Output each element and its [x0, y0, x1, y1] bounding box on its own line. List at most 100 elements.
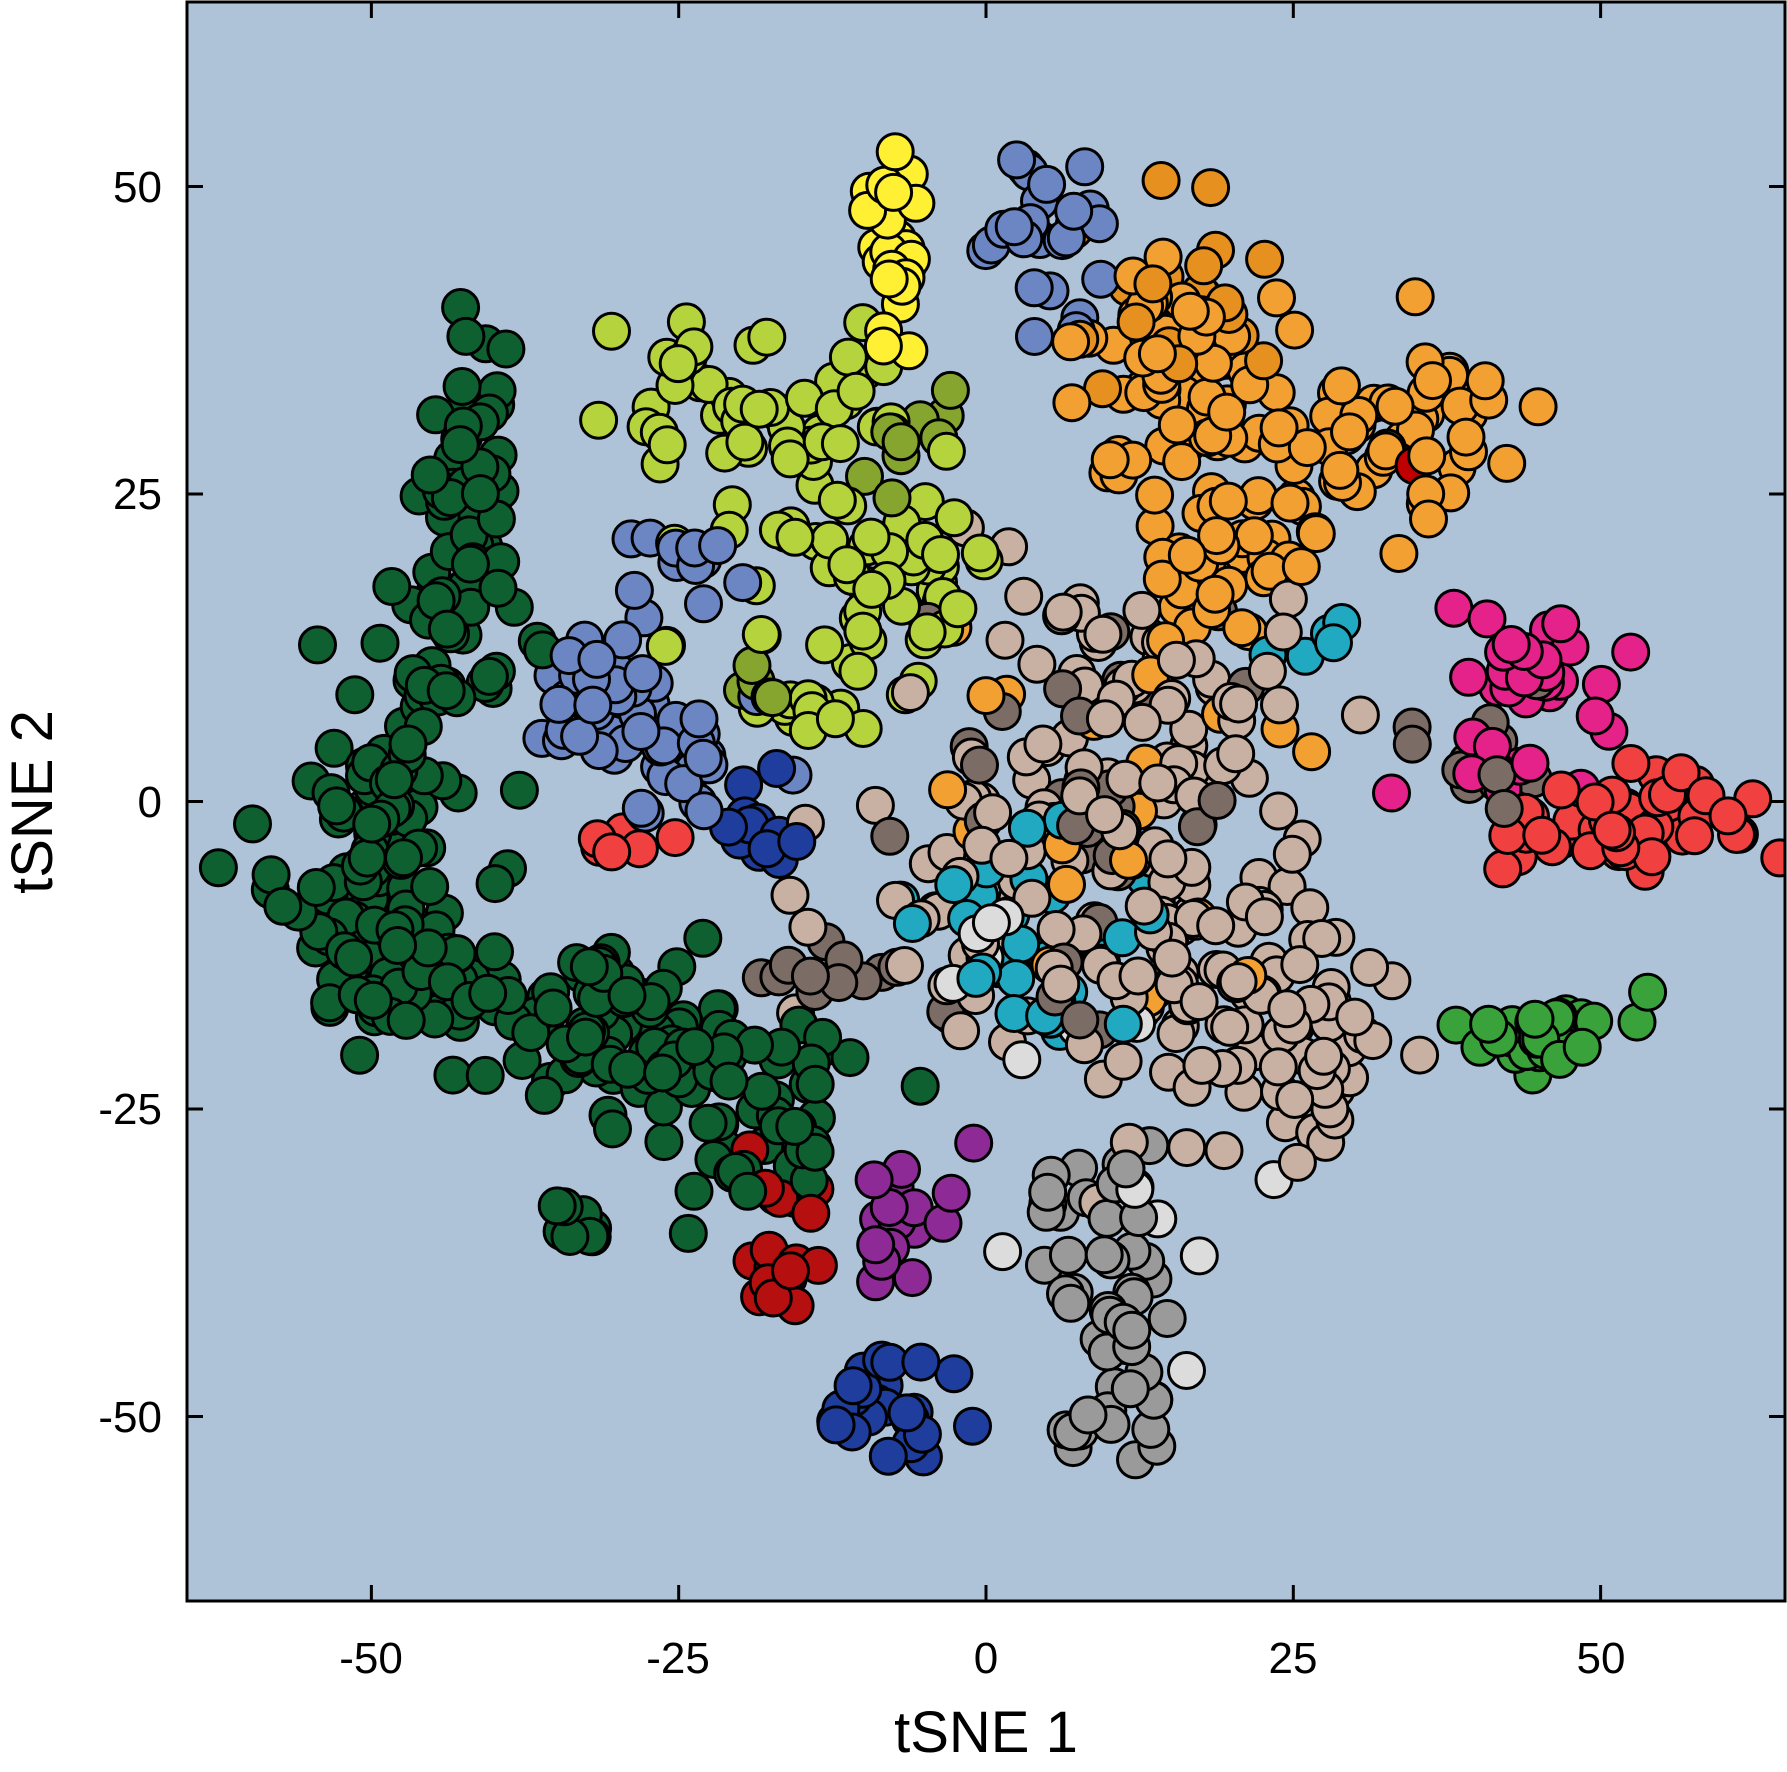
y-tick-label: 50 [113, 163, 162, 212]
scatter-point [1260, 685, 1299, 725]
scatter-point [410, 455, 450, 495]
scatter-point [971, 903, 1011, 943]
scatter-point [698, 526, 738, 566]
scatter-point [1083, 614, 1123, 654]
scatter-point [753, 1278, 793, 1318]
scatter-point [410, 867, 450, 906]
scatter-point [1258, 1047, 1298, 1087]
scatter-point [1027, 164, 1067, 204]
scatter-point [1103, 1041, 1143, 1081]
scatter-point [791, 1193, 831, 1233]
scatter-point [1340, 695, 1380, 735]
scatter-point [1465, 361, 1505, 401]
scatter-point [996, 959, 1036, 999]
scatter-point [675, 1027, 715, 1067]
scatter-point [1257, 278, 1296, 318]
scatter-point [1661, 753, 1701, 793]
scatter-point [644, 1122, 684, 1162]
scatter-point [317, 786, 357, 826]
scatter-point [1012, 878, 1052, 918]
scatter-point [953, 1406, 992, 1446]
scatter-point [539, 684, 579, 724]
scatter-point [1106, 1149, 1146, 1189]
scatter-point [446, 316, 486, 356]
scatter-point [770, 875, 810, 915]
scatter-point [960, 533, 1000, 573]
scatter-point [1197, 516, 1237, 556]
scatter-point [334, 938, 374, 978]
scatter-point [1167, 1351, 1206, 1390]
scatter-point [741, 615, 781, 654]
scatter-point [1179, 1236, 1219, 1276]
scatter-point [603, 620, 643, 660]
scatter-point [1247, 651, 1287, 691]
scatter-point [1272, 834, 1312, 874]
scatter-point [1052, 383, 1092, 423]
scatter-point [1015, 317, 1054, 356]
scatter-point [742, 1071, 782, 1111]
scatter-point [335, 675, 375, 715]
scatter-point [433, 1055, 473, 1095]
scatter-point [836, 371, 876, 411]
scatter-point [709, 1061, 749, 1101]
scatter-point [1321, 366, 1361, 406]
scatter-point [739, 389, 779, 429]
scatter-point [1060, 1000, 1100, 1040]
scatter-point [1216, 734, 1256, 774]
scatter-point [875, 132, 915, 172]
scatter-point [1041, 964, 1081, 1004]
scatter-point [931, 1173, 971, 1213]
scatter-point [468, 973, 508, 1013]
scatter-point [868, 1436, 908, 1476]
scatter-point [966, 676, 1006, 716]
scatter-point [314, 728, 354, 768]
scatter-point [1148, 839, 1188, 879]
scatter-point [1409, 499, 1448, 539]
scatter-point [997, 140, 1037, 180]
scatter-point [989, 838, 1029, 878]
scatter-point [608, 1049, 648, 1089]
scatter-point [1218, 962, 1258, 1002]
scatter-point [1068, 1395, 1108, 1435]
scatter-point [1407, 436, 1447, 476]
scatter-point [592, 311, 631, 351]
scatter-point [683, 918, 723, 958]
scatter-point [828, 337, 868, 377]
scatter-point [881, 422, 921, 462]
scatter-point [263, 886, 303, 926]
scatter-point [874, 172, 914, 212]
scatter-point [533, 988, 573, 1028]
scatter-point [1375, 386, 1415, 426]
scatter-point [1210, 1007, 1250, 1047]
scatter-point [934, 498, 974, 538]
scatter-point [579, 400, 619, 440]
scatter-point [1182, 1045, 1222, 1085]
scatter-point [537, 1186, 577, 1226]
scatter-point [1090, 440, 1130, 480]
scatter-point [1400, 1035, 1440, 1075]
scatter-point [566, 1017, 605, 1057]
scatter-point [941, 1011, 981, 1051]
scatter-point [1267, 989, 1307, 1029]
scatter-point [1122, 590, 1162, 630]
scatter-point [198, 848, 238, 888]
scatter-point [775, 1106, 815, 1146]
scatter-point [1142, 559, 1182, 599]
scatter-point [384, 838, 423, 878]
scatter-point [1207, 392, 1247, 432]
scatter-point [1110, 1369, 1150, 1409]
scatter-point [1135, 475, 1175, 515]
scatter-point [1208, 481, 1248, 521]
x-tick-label: 50 [1577, 1634, 1626, 1683]
scatter-point [372, 567, 412, 606]
scatter-point [674, 1171, 714, 1211]
scatter-point [1335, 997, 1375, 1037]
scatter-point [1152, 938, 1192, 978]
scatter-point [1395, 277, 1435, 317]
scatter-point [1434, 588, 1474, 628]
scatter-point [833, 1366, 873, 1406]
scatter-point [747, 317, 787, 357]
scatter-point [770, 439, 810, 479]
scatter-point [1112, 1310, 1152, 1350]
